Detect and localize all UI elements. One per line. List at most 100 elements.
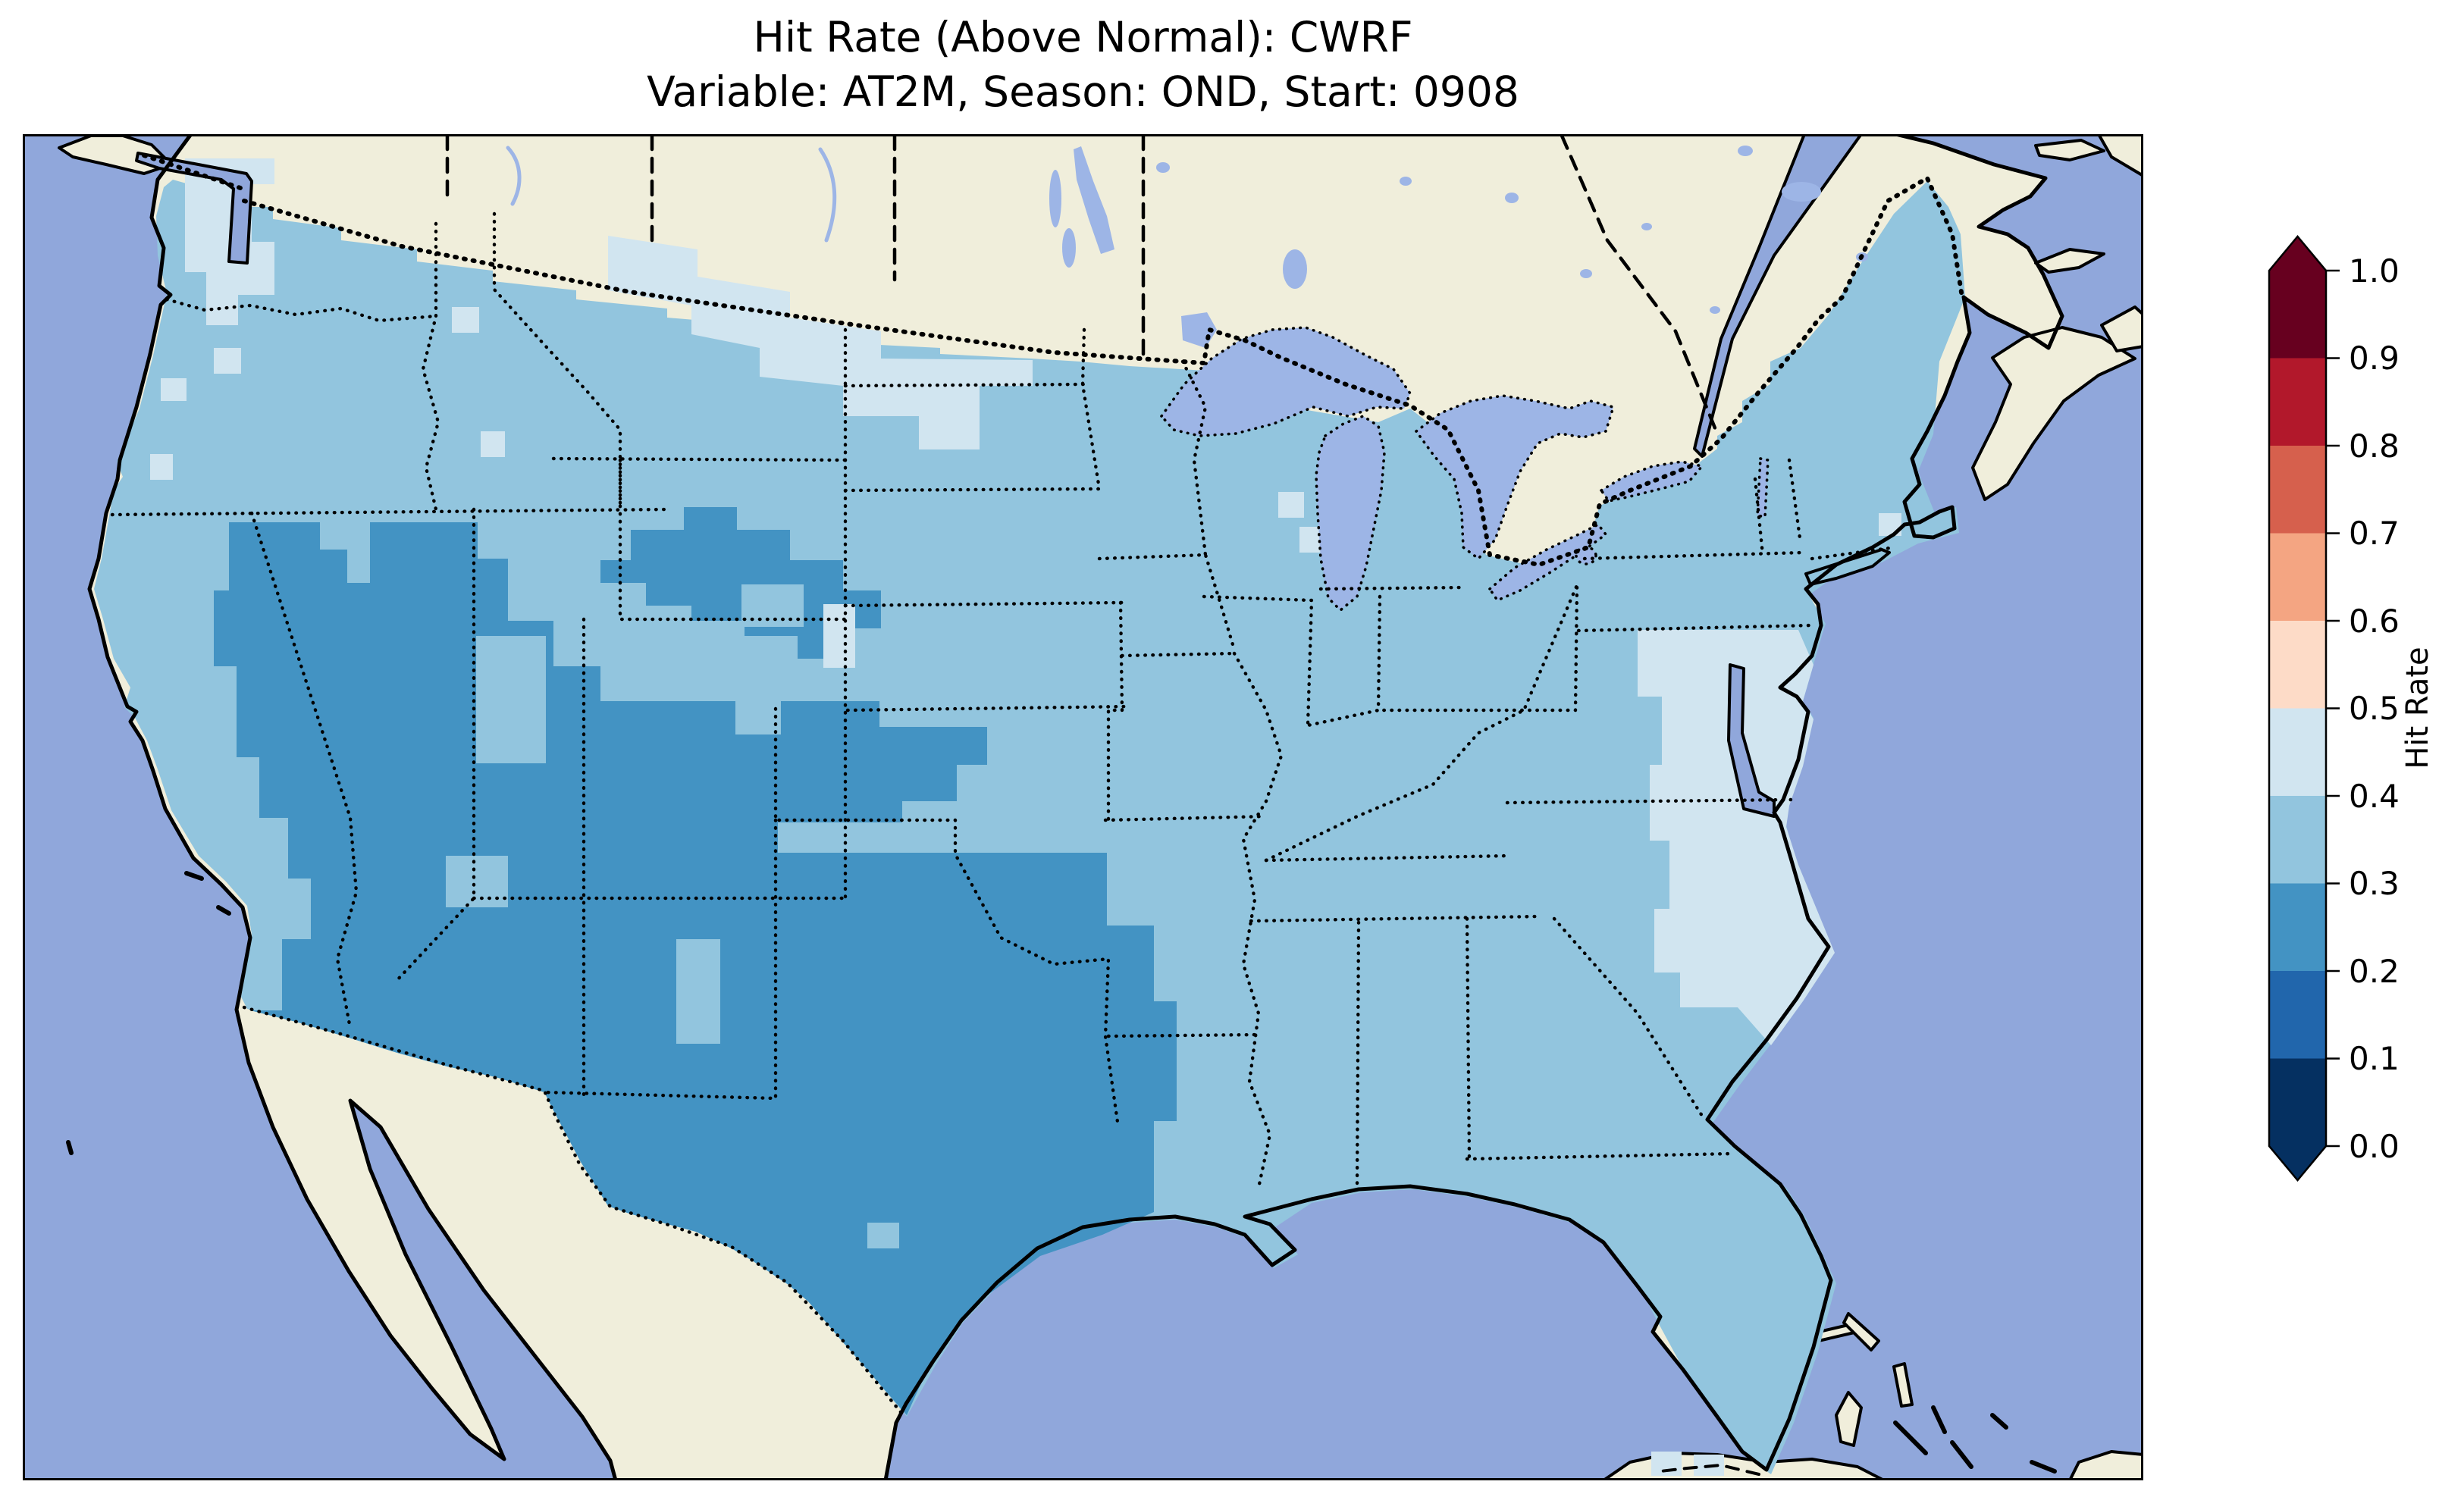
bahama-island — [1892, 1362, 1914, 1408]
page-subtitle: Variable: AT2M, Season: OND, Start: 0908 — [647, 67, 1519, 116]
state-border — [1465, 916, 1472, 1161]
colorbar-tick-labels: 1.0 0.9 0.8 0.7 0.6 0.5 0.4 0.3 0.2 0.1 … — [2349, 252, 2400, 1165]
state-border — [1264, 853, 1511, 863]
lake-nipigon — [1283, 249, 1307, 289]
colorbar-tick-label: 0.4 — [2349, 778, 2400, 815]
colorbar-tick-label: 1.0 — [2349, 252, 2400, 290]
state-border — [1552, 916, 1704, 1118]
mainland-coastline — [87, 134, 618, 1480]
nova-scotia — [1971, 326, 2136, 501]
canada-river — [506, 146, 522, 206]
colorbar-arrow-up — [2269, 236, 2326, 271]
state-border — [1355, 920, 1361, 1192]
us-hit-rate-data — [94, 158, 1965, 1476]
channel-island — [216, 905, 231, 916]
interior-moderate-holes — [446, 584, 899, 1248]
channel-islands — [66, 871, 231, 1155]
state-borders — [110, 211, 1898, 1192]
state-border — [551, 456, 848, 462]
colorbar-tick-label: 0.0 — [2349, 1128, 2400, 1165]
scattered-high-cells — [150, 307, 1901, 1476]
colorbar-arrow-down — [2269, 1146, 2326, 1180]
canada-river — [818, 147, 837, 243]
canada-lake — [1641, 223, 1652, 230]
lake-winnipegosis — [1049, 170, 1061, 227]
colorbar-tick-label: 0.1 — [2349, 1040, 2400, 1077]
state-border — [1318, 585, 1466, 591]
bahama-island — [2030, 1460, 2057, 1474]
high-cell — [481, 431, 505, 457]
high-cell — [161, 378, 187, 401]
colorbar-segment — [2269, 358, 2326, 446]
provincial-borders — [445, 134, 1719, 436]
lake-huron — [1415, 394, 1615, 560]
channel-island — [184, 871, 204, 881]
great-lakes — [1160, 326, 1770, 612]
state-border — [1249, 914, 1541, 923]
state-border — [1505, 797, 1793, 805]
bahama-island — [1931, 1405, 1947, 1434]
state-border — [421, 221, 440, 512]
lac-st-jean — [1782, 182, 1821, 202]
hispaniola-fragment — [2068, 1450, 2143, 1480]
state-border — [1202, 594, 1314, 728]
colorbar-tick-label: 0.8 — [2349, 428, 2400, 465]
high-cell-florida-keys — [1651, 1452, 1682, 1476]
bahama-island — [1893, 1420, 1928, 1455]
lake-champlain — [1756, 457, 1770, 518]
colorbar-tick-label: 0.7 — [2349, 515, 2400, 552]
chesapeake-bay — [1727, 663, 1776, 818]
colorbar-segment — [2269, 621, 2326, 709]
state-border — [843, 382, 1086, 388]
high-cell — [1278, 492, 1304, 518]
colorbar-tick-label: 0.6 — [2349, 603, 2400, 640]
moderate-hole — [476, 636, 546, 763]
state-border — [1080, 327, 1102, 491]
cape-breton-island — [2100, 305, 2143, 352]
page-title: Hit Rate (Above Normal): CWRF — [753, 13, 1413, 61]
state-border — [1106, 1032, 1261, 1038]
prince-edward-island — [2034, 248, 2105, 274]
hit-rate-base-0p3-0p4 — [94, 180, 1965, 1474]
colorbar-segment — [2269, 796, 2326, 884]
lake-manitoba — [1062, 228, 1076, 268]
colorbar-segment — [2269, 708, 2326, 796]
state-border — [1787, 458, 1803, 546]
bahama-island — [1950, 1440, 1973, 1469]
colorbar-segment — [2269, 271, 2326, 359]
lake-michigan — [1315, 415, 1386, 612]
canada-lake — [1505, 193, 1519, 203]
us-canada-border — [242, 176, 1964, 567]
state-border — [1576, 623, 1814, 633]
high-cell — [1299, 527, 1322, 553]
colorbar-tick-label: 0.3 — [2349, 865, 2400, 902]
state-border — [542, 818, 778, 1101]
colorbar-segment — [2269, 1058, 2326, 1146]
map-frame — [23, 134, 2143, 1480]
state-border — [845, 704, 1132, 713]
bahama-island — [1835, 1391, 1863, 1447]
gulf-atlantic-coastline — [883, 134, 2064, 1480]
us-mexico-border — [242, 1005, 903, 1414]
high-cell — [452, 307, 479, 333]
map-panel — [23, 134, 2143, 1480]
bahama-island — [1990, 1413, 2008, 1430]
colorbar-segments — [2269, 236, 2326, 1180]
colorbar-segment — [2269, 971, 2326, 1059]
state-border — [843, 600, 1124, 608]
state-border — [773, 706, 1121, 1129]
us-canada-border — [142, 153, 245, 191]
colorbar-ticks — [2326, 269, 2340, 1148]
colorbar-tick-label: 0.5 — [2349, 690, 2400, 727]
borders — [110, 134, 1964, 1414]
state-border — [1232, 651, 1284, 1190]
state-border — [1264, 583, 1579, 863]
state-border — [1376, 585, 1579, 713]
high-cell — [823, 604, 855, 668]
canada-lake — [1400, 177, 1412, 186]
colorbar-segment — [2269, 446, 2326, 534]
anticosti-island — [2034, 139, 2105, 161]
state-border — [1465, 1151, 1735, 1161]
region-northern-plains-0p4-0p5 — [608, 236, 1033, 449]
